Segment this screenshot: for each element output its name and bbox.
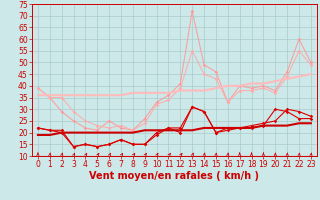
X-axis label: Vent moyen/en rafales ( km/h ): Vent moyen/en rafales ( km/h ) xyxy=(89,171,260,181)
